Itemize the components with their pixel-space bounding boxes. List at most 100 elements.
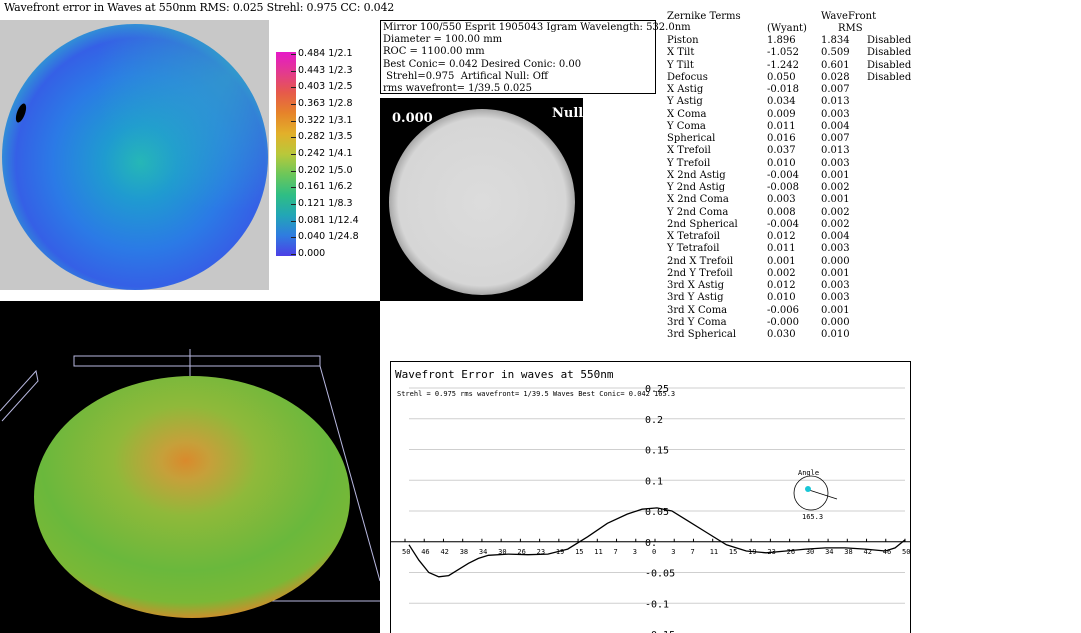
zernike-term-name: Y 2nd Coma (667, 206, 729, 218)
zernike-wyant-value: 0.010 (767, 157, 796, 169)
legend-label: 0.363 1/2.8 (298, 98, 353, 109)
legend-tick (291, 254, 296, 255)
zernike-wyant-value: -0.004 (767, 218, 800, 230)
x-tick-label: 15 (575, 548, 583, 556)
zernike-wyant-value: 0.016 (767, 133, 796, 144)
interferogram-panel[interactable]: 0.000 Null (380, 98, 583, 301)
legend-tick (291, 87, 296, 88)
zernike-term-name: 3rd X Astig (667, 280, 724, 291)
zernike-term-name: 2nd X Trefoil (667, 255, 734, 267)
info-conic: Best Conic= 0.042 Desired Conic: 0.00 (383, 58, 582, 70)
zernike-rms-value: 0.000 (821, 316, 850, 328)
zernike-rms-value: 0.002 (821, 218, 850, 230)
zernike-rms-value: 0.007 (821, 84, 850, 95)
legend-tick (291, 204, 296, 205)
x-tick-label: 50 (402, 548, 410, 556)
plot-subtitle: Strehl = 0.975 rms wavefront= 1/39.5 Wav… (397, 390, 675, 398)
x-tick-label: 34 (479, 548, 487, 556)
zernike-wyant-value: -0.008 (767, 182, 800, 193)
zernike-wyant-value: 1.896 (767, 35, 796, 46)
zernike-term-name: 2nd Spherical (667, 218, 738, 230)
zernike-term-name: X Coma (667, 108, 707, 120)
plot-title: Wavefront Error in waves at 550nm (395, 368, 614, 381)
contour-map (2, 24, 268, 290)
zernike-term-name: Y 2nd Astig (667, 182, 726, 193)
zernike-term-name: 2nd Y Trefoil (667, 267, 733, 279)
legend-tick (291, 237, 296, 238)
legend-tick (291, 187, 296, 188)
x-tick-label: 0 (652, 548, 656, 556)
zernike-term-name: Y Tetrafoil (667, 243, 720, 255)
zernike-rms-value: 0.000 (821, 255, 850, 267)
zernike-wyant-value: -0.018 (767, 84, 800, 95)
legend-tick (291, 121, 296, 122)
x-tick-label: 11 (710, 548, 718, 556)
zernike-wyant-value: -0.006 (767, 304, 800, 316)
legend-tick (291, 71, 296, 72)
zernike-rms-value: 0.001 (821, 304, 850, 316)
zernike-rms-value: 0.003 (821, 292, 850, 304)
zernike-wyant-value: 0.003 (767, 194, 796, 206)
contour-map-panel[interactable] (0, 20, 269, 290)
zernike-wyant-value: 0.011 (767, 243, 796, 255)
y-tick-label: -0.05 (645, 569, 675, 580)
zernike-term-name: X Astig (667, 84, 704, 95)
zernike-rms-value: 0.003 (821, 108, 850, 120)
legend-label: 0.242 1/4.1 (298, 148, 353, 159)
zernike-rms-value: 0.010 (821, 329, 850, 340)
legend-tick (291, 104, 296, 105)
legend-tick (291, 154, 296, 155)
info-diameter: Diameter = 100.00 mm (383, 34, 503, 46)
zernike-wyant-value: 0.012 (767, 280, 796, 291)
info-roc: ROC = 1100.00 mm (383, 46, 485, 58)
x-tick-label: 38 (844, 548, 852, 556)
legend-tick (291, 137, 296, 138)
y-tick-label: 0.1 (645, 476, 663, 487)
legend-label: 0.322 1/3.1 (298, 115, 353, 126)
zernike-wyant-value: 0.009 (767, 108, 796, 120)
legend-label: 0.081 1/12.4 (298, 215, 359, 226)
zernike-term-name: 3rd Spherical (667, 329, 737, 340)
wavefront-profile-plot[interactable]: Wavefront Error in waves at 550nm Strehl … (390, 361, 911, 633)
zernike-rms-value: 1.834 (821, 35, 850, 46)
x-tick-label: 34 (825, 548, 833, 556)
zernike-wyant-value: -0.004 (767, 169, 800, 181)
angle-indicator (808, 489, 838, 500)
zernike-rms-value: 0.509 (821, 47, 850, 59)
zernike-term-name: Y Astig (667, 96, 703, 108)
x-tick-label: 42 (440, 548, 448, 556)
zernike-term-name: Spherical (667, 133, 716, 144)
x-tick-label: 26 (787, 548, 795, 556)
y-tick-label: 0.25 (645, 384, 669, 395)
zernike-status: Disabled (867, 47, 912, 59)
window-title: Wavefront error in Waves at 550nm RMS: 0… (4, 1, 395, 14)
legend-label: 0.161 1/6.2 (298, 181, 353, 192)
legend-label: 0.484 1/2.1 (298, 48, 353, 59)
x-tick-label: 7 (614, 548, 618, 556)
zernike-wyant-value: -1.052 (767, 47, 800, 59)
y-tick-label: -0.1 (645, 599, 669, 610)
x-tick-label: 38 (460, 548, 468, 556)
zernike-wyant-value: 0.034 (767, 96, 796, 108)
zernike-term-name: 3rd Y Astig (667, 292, 724, 304)
3d-surface-view[interactable] (0, 301, 380, 633)
zernike-term-name: X 2nd Coma (667, 194, 729, 206)
x-tick-label: 50 (902, 548, 910, 556)
angle-value: 165.3 (802, 513, 823, 521)
zernike-rms-value: 0.001 (821, 169, 850, 181)
angle-handle (805, 486, 811, 492)
zernike-wyant-value: 0.001 (767, 255, 796, 267)
x-tick-label: 26 (517, 548, 525, 556)
y-tick-label: -0.15 (645, 630, 675, 633)
zernike-wyant-value: 0.002 (767, 267, 796, 279)
info-mirror: Mirror 100/550 Esprit 1905043 Igram Wave… (383, 22, 691, 33)
interferogram-null-label: Null (552, 106, 584, 121)
3d-surface-render (0, 349, 380, 618)
zernike-status: Disabled (867, 71, 912, 83)
zernike-rms-value: 0.004 (821, 120, 850, 132)
y-tick-label: 0.15 (645, 446, 669, 457)
zernike-wyant-value: 0.037 (767, 145, 796, 157)
zernike-wyant-value: 0.010 (767, 292, 796, 304)
zernike-status: Disabled (867, 59, 912, 71)
obstruction-marker (15, 103, 27, 123)
